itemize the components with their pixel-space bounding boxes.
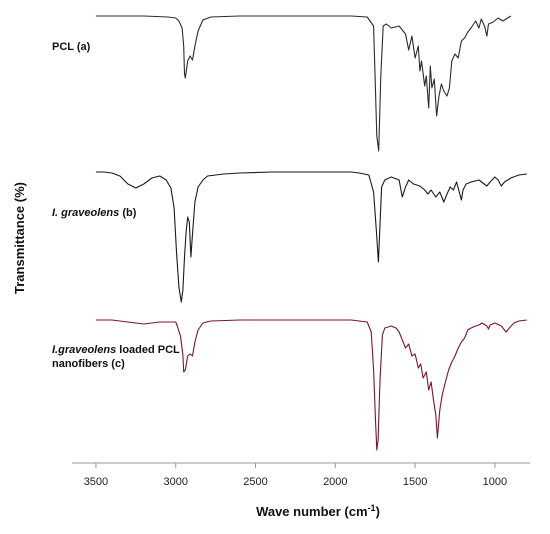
series-label-3-line2: nanofibers (c) bbox=[52, 358, 125, 370]
spectrum-line-1 bbox=[95, 15, 512, 152]
series-label-2: I. graveolens (b) bbox=[52, 207, 137, 219]
x-tick-label: 1500 bbox=[403, 476, 427, 488]
x-axis-label: Wave number (cm-1) bbox=[256, 503, 380, 519]
x-tick-label: 3500 bbox=[84, 476, 108, 488]
series-label-3: I.graveolens loaded PCL bbox=[52, 344, 180, 356]
x-tick-label: 2500 bbox=[243, 476, 267, 488]
x-tick-label: 2000 bbox=[323, 476, 347, 488]
y-axis-label: Transmittance (%) bbox=[12, 182, 27, 294]
spectrum-line-2 bbox=[95, 171, 527, 303]
spectrum-line-3 bbox=[95, 319, 527, 451]
x-tick-label: 3000 bbox=[163, 476, 187, 488]
spectra bbox=[95, 15, 527, 451]
x-axis-ticks: 3500 3000 2500 2000 1500 1000 bbox=[84, 463, 507, 488]
series-label-1: PCL (a) bbox=[52, 41, 91, 53]
series-labels: PCL (a) I. graveolens (b) I.graveolens loa… bbox=[52, 41, 180, 370]
x-tick-label: 1000 bbox=[483, 476, 507, 488]
